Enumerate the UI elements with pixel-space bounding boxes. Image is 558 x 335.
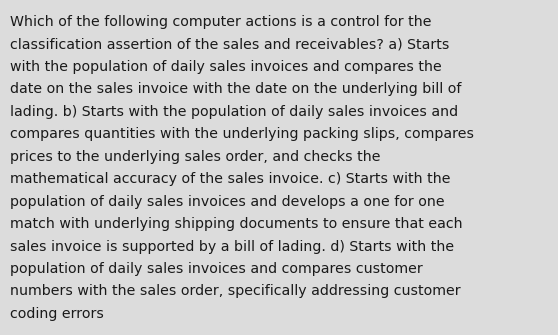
Text: population of daily sales invoices and develops a one for one: population of daily sales invoices and d… [10,195,445,209]
Text: date on the sales invoice with the date on the underlying bill of: date on the sales invoice with the date … [10,82,461,96]
Text: classification assertion of the sales and receivables? a) Starts: classification assertion of the sales an… [10,38,449,52]
Text: sales invoice is supported by a bill of lading. d) Starts with the: sales invoice is supported by a bill of … [10,240,454,254]
Text: numbers with the sales order, specifically addressing customer: numbers with the sales order, specifical… [10,284,461,298]
Text: population of daily sales invoices and compares customer: population of daily sales invoices and c… [10,262,423,276]
Text: match with underlying shipping documents to ensure that each: match with underlying shipping documents… [10,217,463,231]
Text: prices to the underlying sales order, and checks the: prices to the underlying sales order, an… [10,150,381,164]
Text: coding errors: coding errors [10,307,104,321]
Text: compares quantities with the underlying packing slips, compares: compares quantities with the underlying … [10,127,474,141]
Text: lading. b) Starts with the population of daily sales invoices and: lading. b) Starts with the population of… [10,105,458,119]
Text: mathematical accuracy of the sales invoice. c) Starts with the: mathematical accuracy of the sales invoi… [10,172,450,186]
Text: Which of the following computer actions is a control for the: Which of the following computer actions … [10,15,431,29]
Text: with the population of daily sales invoices and compares the: with the population of daily sales invoi… [10,60,442,74]
